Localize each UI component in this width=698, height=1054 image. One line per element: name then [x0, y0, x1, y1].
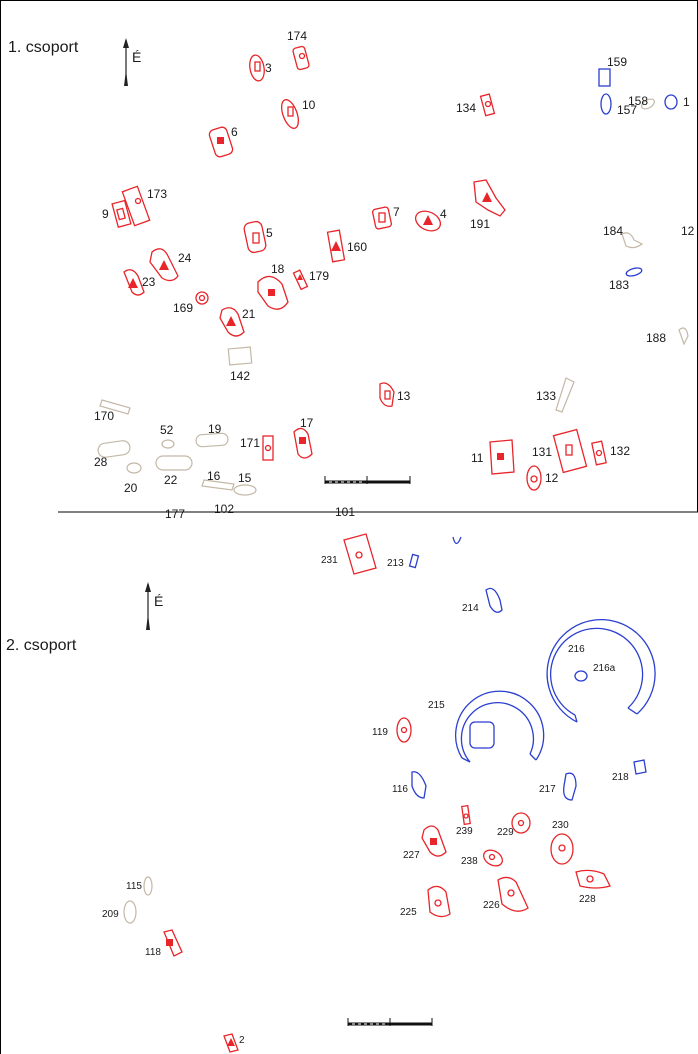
- label-188: 188: [646, 331, 666, 345]
- label-177: 177: [165, 507, 185, 521]
- label-160: 160: [347, 240, 367, 254]
- label-225: 225: [400, 907, 417, 918]
- label-52: 52: [160, 423, 174, 437]
- label-4: 4: [440, 207, 447, 221]
- label-209: 209: [102, 909, 119, 920]
- label-238: 238: [461, 856, 478, 867]
- label-239: 239: [456, 826, 473, 837]
- label-16: 16: [207, 469, 221, 483]
- label-12b: 12: [545, 471, 559, 485]
- label-213: 213: [387, 558, 404, 569]
- label-132: 132: [610, 444, 630, 458]
- group1-features: 174 3 10 6 134 159 157 158 1 173 9: [94, 29, 695, 521]
- label-9: 9: [102, 207, 109, 221]
- label-226: 226: [483, 900, 500, 911]
- label-1: 1: [683, 95, 690, 109]
- label-22: 22: [164, 473, 178, 487]
- label-5: 5: [266, 226, 273, 240]
- label-174: 174: [287, 29, 307, 43]
- label-11: 11: [471, 451, 484, 465]
- label-15: 15: [238, 471, 252, 485]
- label-134: 134: [456, 101, 476, 115]
- label-228: 228: [579, 894, 596, 905]
- north-arrow-2: É: [145, 582, 163, 630]
- label-217: 217: [539, 784, 556, 795]
- label-179: 179: [309, 269, 329, 283]
- label-216a: 216a: [593, 663, 616, 674]
- label-170: 170: [94, 409, 114, 423]
- label-6: 6: [231, 125, 238, 139]
- label-159: 159: [607, 55, 627, 69]
- label-2: 2: [239, 1035, 245, 1046]
- label-28: 28: [94, 455, 108, 469]
- label-230: 230: [552, 820, 569, 831]
- label-227: 227: [403, 850, 420, 861]
- label-115: 115: [126, 881, 142, 892]
- label-142: 142: [230, 369, 250, 383]
- label-118: 118: [145, 947, 161, 958]
- label-12: 12: [681, 224, 695, 238]
- label-133: 133: [536, 389, 556, 403]
- group2-title: 2. csoport: [6, 637, 77, 654]
- label-116: 116: [392, 784, 408, 795]
- label-20: 20: [124, 481, 138, 495]
- label-218: 218: [612, 772, 629, 783]
- scale-bar-2: [347, 1018, 433, 1026]
- label-19: 19: [208, 422, 222, 436]
- label-101: 101: [335, 505, 355, 519]
- label-13: 13: [397, 389, 411, 403]
- north-label-2: É: [154, 593, 163, 609]
- label-131: 131: [532, 445, 552, 459]
- label-24: 24: [178, 251, 192, 265]
- label-169: 169: [173, 301, 193, 315]
- label-171: 171: [240, 436, 260, 450]
- label-214: 214: [462, 603, 479, 614]
- label-17: 17: [300, 416, 314, 430]
- north-arrow-1: É: [123, 38, 141, 86]
- label-191: 191: [470, 217, 490, 231]
- label-18: 18: [271, 262, 285, 276]
- label-23: 23: [142, 275, 156, 289]
- label-184: 184: [603, 224, 623, 238]
- group1-title: 1. csoport: [8, 39, 79, 56]
- label-3: 3: [265, 61, 272, 75]
- label-10: 10: [302, 98, 316, 112]
- label-215: 215: [428, 700, 445, 711]
- label-102: 102: [214, 502, 234, 516]
- group2-features: 231 213 214 216 216a 215 119 116 217: [102, 533, 656, 1053]
- label-229: 229: [497, 827, 514, 838]
- scale-bar-1: [324, 476, 411, 484]
- label-183: 183: [609, 278, 629, 292]
- label-231: 231: [321, 555, 338, 566]
- label-21: 21: [242, 307, 256, 321]
- label-157: 157: [617, 103, 637, 117]
- label-7: 7: [393, 205, 400, 219]
- label-216: 216: [568, 644, 585, 655]
- label-158: 158: [628, 94, 648, 108]
- label-173: 173: [147, 187, 167, 201]
- label-119: 119: [372, 727, 388, 738]
- north-label-1: É: [132, 49, 141, 65]
